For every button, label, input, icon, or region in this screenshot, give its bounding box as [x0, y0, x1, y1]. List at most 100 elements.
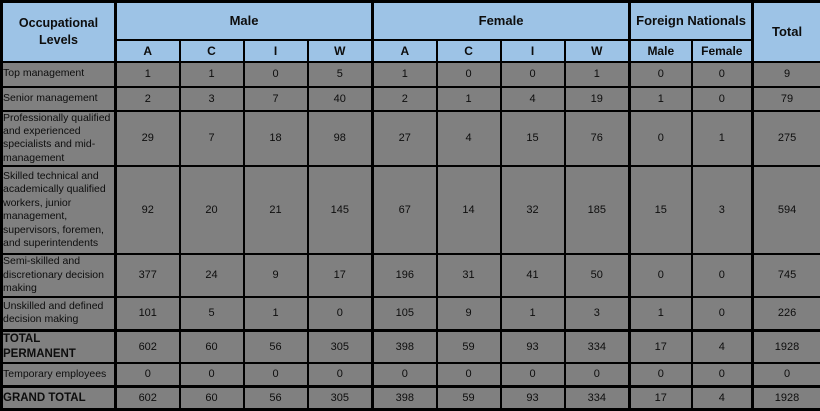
data-cell: 0	[180, 363, 244, 387]
row-label: Professionally qualified and experienced…	[2, 111, 116, 167]
data-cell: 5	[180, 297, 244, 331]
data-cell: 5	[308, 62, 373, 87]
row-label: TOTAL PERMANENT	[2, 331, 116, 363]
data-cell: 19	[565, 87, 630, 111]
data-cell: 377	[116, 254, 180, 296]
table-row: Semi-skilled and discretionary decision …	[2, 254, 820, 296]
data-cell: 7	[180, 111, 244, 167]
table-row: Professionally qualified and experienced…	[2, 111, 820, 167]
data-cell: 305	[308, 331, 373, 363]
header-group-foreign-nationals: Foreign Nationals	[630, 2, 753, 40]
data-cell: 41	[501, 254, 565, 296]
data-cell: 0	[630, 111, 692, 167]
data-cell: 15	[501, 111, 565, 167]
header-female-i: I	[501, 40, 565, 62]
data-cell: 334	[565, 387, 630, 410]
data-cell: 0	[692, 297, 753, 331]
data-cell: 60	[180, 387, 244, 410]
data-cell: 226	[753, 297, 820, 331]
data-cell: 0	[692, 363, 753, 387]
header-sub-row: A C I W A C I W Male Female	[2, 40, 820, 62]
data-cell: 17	[630, 387, 692, 410]
data-cell: 1928	[753, 387, 820, 410]
data-cell: 20	[180, 166, 244, 254]
data-cell: 59	[437, 387, 501, 410]
data-cell: 92	[116, 166, 180, 254]
data-cell: 0	[501, 363, 565, 387]
data-cell: 0	[308, 363, 373, 387]
row-label: Senior management	[2, 87, 116, 111]
data-cell: 50	[565, 254, 630, 296]
data-cell: 0	[437, 363, 501, 387]
data-cell: 1	[565, 62, 630, 87]
data-cell: 4	[692, 387, 753, 410]
header-male-a: A	[116, 40, 180, 62]
data-cell: 17	[308, 254, 373, 296]
data-cell: 1	[630, 87, 692, 111]
header-group-male: Male	[116, 2, 373, 40]
data-cell: 305	[308, 387, 373, 410]
data-cell: 93	[501, 331, 565, 363]
data-cell: 27	[373, 111, 437, 167]
data-cell: 334	[565, 331, 630, 363]
row-label: Semi-skilled and discretionary decision …	[2, 254, 116, 296]
data-cell: 2	[373, 87, 437, 111]
data-cell: 9	[244, 254, 308, 296]
row-label: Top management	[2, 62, 116, 87]
data-cell: 3	[180, 87, 244, 111]
data-cell: 0	[692, 254, 753, 296]
data-cell: 1	[692, 111, 753, 167]
row-label: Skilled technical and academically quali…	[2, 166, 116, 254]
data-cell: 29	[116, 111, 180, 167]
data-cell: 21	[244, 166, 308, 254]
data-cell: 31	[437, 254, 501, 296]
data-cell: 185	[565, 166, 630, 254]
data-cell: 0	[244, 62, 308, 87]
row-label: Unskilled and defined decision making	[2, 297, 116, 331]
data-cell: 0	[501, 62, 565, 87]
data-cell: 1	[373, 62, 437, 87]
table-header: Occupational Levels Male Female Foreign …	[2, 2, 820, 62]
data-cell: 18	[244, 111, 308, 167]
header-total: Total	[753, 2, 820, 62]
data-cell: 9	[437, 297, 501, 331]
data-cell: 4	[437, 111, 501, 167]
data-cell: 79	[753, 87, 820, 111]
data-cell: 602	[116, 331, 180, 363]
data-cell: 275	[753, 111, 820, 167]
data-cell: 76	[565, 111, 630, 167]
data-cell: 145	[308, 166, 373, 254]
data-cell: 0	[630, 254, 692, 296]
header-female-w: W	[565, 40, 630, 62]
data-cell: 1	[244, 297, 308, 331]
data-cell: 2	[116, 87, 180, 111]
data-cell: 17	[630, 331, 692, 363]
data-cell: 0	[753, 363, 820, 387]
header-female-c: C	[437, 40, 501, 62]
data-cell: 56	[244, 331, 308, 363]
data-cell: 15	[630, 166, 692, 254]
data-cell: 1928	[753, 331, 820, 363]
data-cell: 0	[565, 363, 630, 387]
header-fn-female: Female	[692, 40, 753, 62]
data-cell: 14	[437, 166, 501, 254]
data-cell: 4	[692, 331, 753, 363]
data-cell: 0	[308, 297, 373, 331]
data-cell: 32	[501, 166, 565, 254]
data-cell: 0	[244, 363, 308, 387]
data-cell: 105	[373, 297, 437, 331]
row-label: Temporary employees	[2, 363, 116, 387]
header-group-row: Occupational Levels Male Female Foreign …	[2, 2, 820, 40]
data-cell: 93	[501, 387, 565, 410]
data-cell: 0	[692, 87, 753, 111]
header-male-w: W	[308, 40, 373, 62]
data-cell: 398	[373, 331, 437, 363]
data-cell: 9	[753, 62, 820, 87]
data-cell: 24	[180, 254, 244, 296]
header-female-a: A	[373, 40, 437, 62]
data-cell: 0	[116, 363, 180, 387]
data-cell: 67	[373, 166, 437, 254]
